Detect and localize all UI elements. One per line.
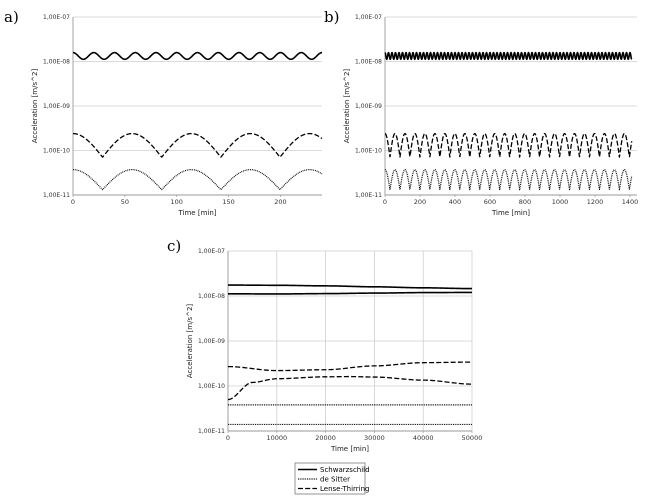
y-tick-label: 1,00E-10	[198, 383, 225, 390]
y-tick-label: 1,00E-07	[43, 14, 70, 21]
series-de-sitter	[72, 169, 323, 191]
y-axis-label: Acceleration [m/s^2]	[186, 304, 194, 379]
x-tick-label: 30000	[364, 434, 385, 442]
series-schwarzschild	[228, 291, 472, 295]
series-de-sitter	[384, 169, 633, 191]
legend-label-lense-thirring: Lense-Thirring	[320, 485, 369, 493]
x-axis-label: Time [min]	[330, 445, 369, 453]
y-tick-label: 1,00E-08	[198, 293, 225, 300]
x-tick-label: 0	[226, 434, 230, 442]
y-tick-label: 1,00E-11	[198, 428, 225, 435]
plot-a: 1,00E-11 1,00E-10 1,00E-09 1,00E-08 1,00E-07…	[31, 14, 323, 217]
y-tick-label: 1,00E-09	[355, 103, 382, 110]
x-tick-label: 0	[383, 198, 387, 206]
x-axis-label: Time [min]	[177, 209, 216, 217]
x-tick-label: 200	[414, 198, 426, 206]
x-tick-label: 1400	[622, 198, 639, 206]
y-tick-label: 1,00E-08	[43, 59, 70, 66]
series-schwarzschild	[72, 51, 323, 61]
y-tick-label: 1,00E-11	[43, 192, 70, 199]
panel-c-letter: c)	[167, 237, 181, 255]
legend-label-de-sitter: de Sitter	[320, 475, 350, 483]
series-schwarzschild	[228, 284, 472, 290]
y-axis-label: Acceleration [m/s^2]	[343, 69, 351, 144]
y-tick-label: 1,00E-11	[355, 192, 382, 199]
series-lense-thirring	[227, 361, 472, 372]
panel-c: c) 1,00E-111,00E-101,00E-091,00E-081,00E…	[167, 237, 482, 453]
plot-c: 1,00E-11 1,00E-10 1,00E-09 1,00E-08 1,00E-07…	[186, 248, 482, 453]
legend-label-schwarzschild: Schwarzschild	[320, 466, 370, 474]
y-tick-label: 1,00E-10	[355, 148, 382, 155]
y-tick-label: 1,00E-07	[355, 14, 382, 21]
panel-b-letter: b)	[324, 8, 339, 26]
x-tick-label: 600	[484, 198, 496, 206]
series-lense-thirring	[384, 132, 633, 158]
y-tick-label: 1,00E-07	[198, 248, 225, 255]
x-tick-label: 800	[519, 198, 531, 206]
x-tick-label: 1200	[587, 198, 604, 206]
plot-b: 1,00E-11 1,00E-10 1,00E-09 1,00E-08 1,00E-07…	[343, 14, 638, 217]
x-tick-label: 40000	[413, 434, 434, 442]
panel-a: a) 1,00E-111,00E-101,00E-091,00E-081,00E…	[4, 8, 323, 217]
x-tick-label: 100	[171, 198, 183, 206]
x-tick-label: 10000	[266, 434, 287, 442]
x-tick-label: 0	[71, 198, 75, 206]
y-axis-label: Acceleration [m/s^2]	[31, 69, 39, 144]
x-tick-label: 200	[274, 198, 286, 206]
series-lense-thirring	[72, 132, 323, 158]
y-tick-label: 1,00E-09	[198, 338, 225, 345]
y-tick-label: 1,00E-09	[43, 103, 70, 110]
x-tick-label: 1000	[552, 198, 569, 206]
x-tick-label: 50000	[462, 434, 483, 442]
x-tick-label: 50	[121, 198, 129, 206]
panel-a-letter: a)	[4, 8, 19, 26]
x-axis-label: Time [min]	[491, 209, 530, 217]
panel-b: b) 1,00E-111,00E-101,00E-091,00E-081,00E…	[324, 8, 638, 217]
x-tick-label: 400	[449, 198, 461, 206]
x-tick-label: 20000	[315, 434, 336, 442]
y-tick-label: 1,00E-08	[355, 59, 382, 66]
y-tick-label: 1,00E-10	[43, 148, 70, 155]
series-schwarzschild	[384, 51, 633, 61]
series-lense-thirring	[227, 375, 473, 401]
x-tick-label: 150	[222, 198, 234, 206]
